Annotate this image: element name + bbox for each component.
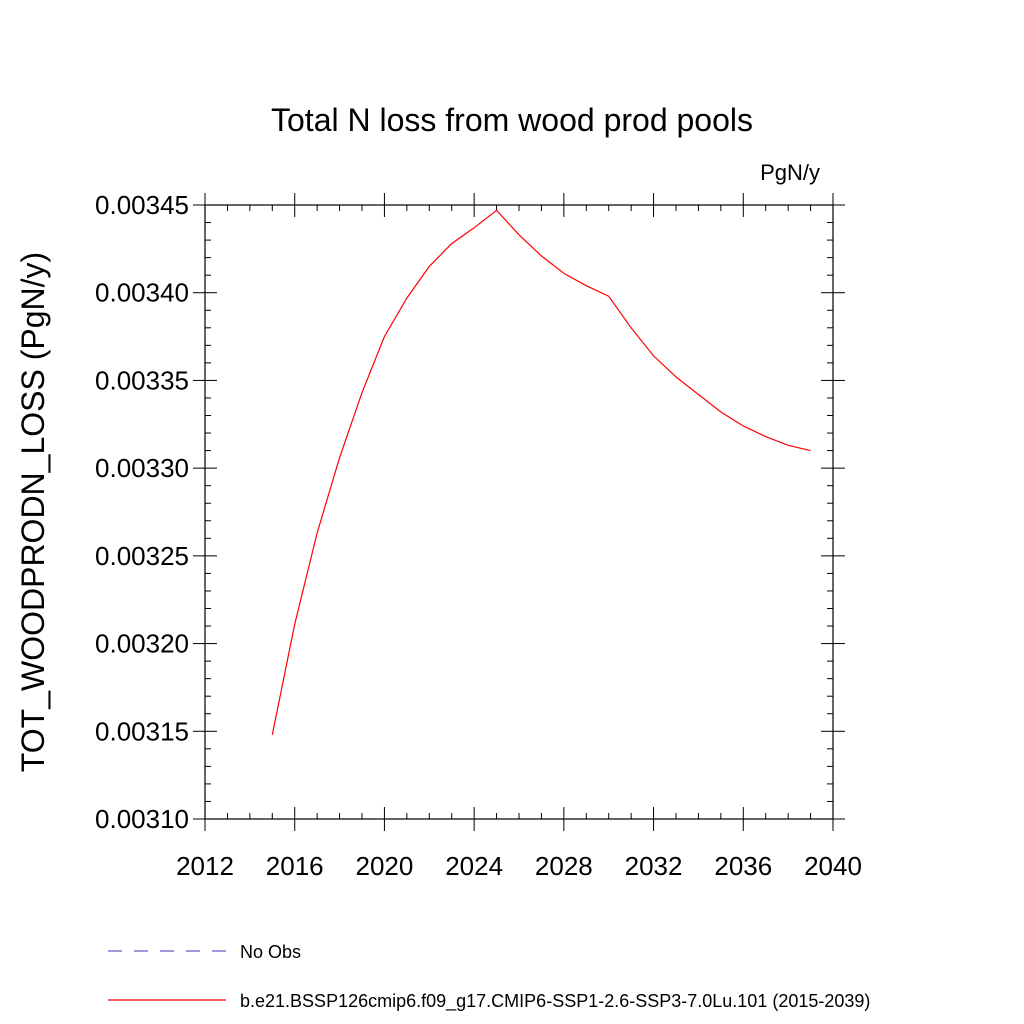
x-tick-label: 2016 <box>266 851 324 881</box>
x-tick-label: 2032 <box>625 851 683 881</box>
x-tick-label: 2020 <box>356 851 414 881</box>
y-tick-label: 0.00310 <box>95 804 189 834</box>
y-tick-label: 0.00320 <box>95 629 189 659</box>
series-layer <box>271 209 811 735</box>
y-axis-label: TOT_WOODPRODN_LOSS (PgN/y) <box>15 252 51 772</box>
series-line <box>271 209 811 735</box>
legend-label: No Obs <box>240 942 301 962</box>
y-tick-label: 0.00340 <box>95 278 189 308</box>
y-tick-label: 0.00345 <box>95 190 189 220</box>
chart-title: Total N loss from wood prod pools <box>271 102 753 138</box>
x-tick-label: 2024 <box>445 851 503 881</box>
legend: No Obs b.e21.BSSP126cmip6.f09_g17.CMIP6-S… <box>108 942 870 1012</box>
plot-frame <box>204 204 834 820</box>
x-tick-label: 2012 <box>176 851 234 881</box>
x-tick-label: 2028 <box>535 851 593 881</box>
y-tick-label: 0.00325 <box>95 541 189 571</box>
x-tick-label: 2040 <box>804 851 862 881</box>
legend-label: b.e21.BSSP126cmip6.f09_g17.CMIP6-SSP1-2.… <box>240 991 870 1012</box>
y-tick-label: 0.00335 <box>95 365 189 395</box>
y-tick-label: 0.00330 <box>95 453 189 483</box>
axes: 2012 2016 2020 2024 2028 2032 2036 2040 0.00310 0… <box>95 190 862 881</box>
x-tick-label: 2036 <box>714 851 772 881</box>
units-label: PgN/y <box>760 160 820 185</box>
y-tick-label: 0.00315 <box>95 716 189 746</box>
